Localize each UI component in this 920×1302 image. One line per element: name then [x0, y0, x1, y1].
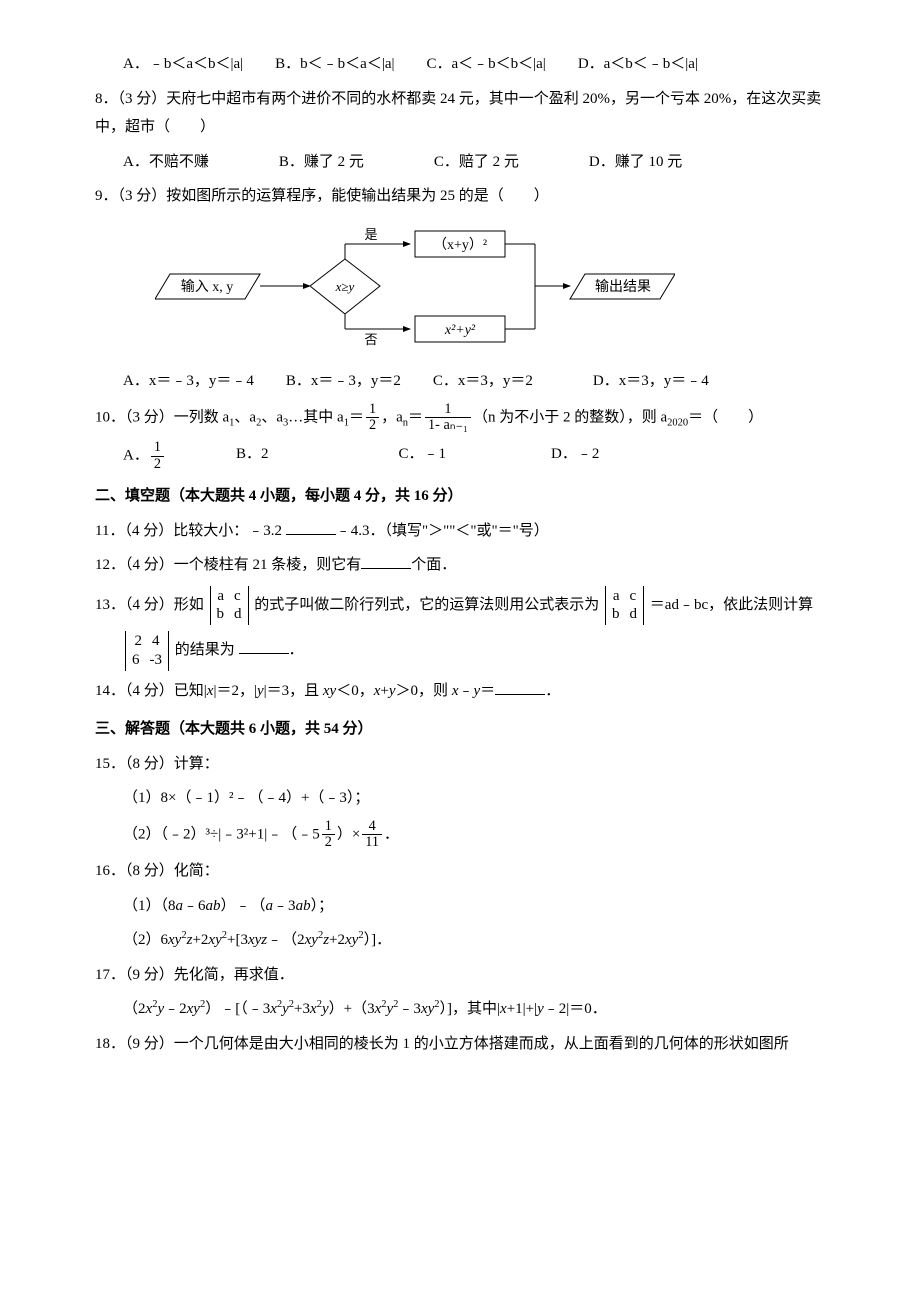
q15-p2-frac2: 411: [362, 819, 382, 851]
q10-t6: （n 为不小于 2 的整数），则 a: [473, 409, 667, 425]
q9-opt-d: D．x＝3，y＝﹣4: [593, 367, 709, 396]
q9-opt-c: C．x＝3，y＝2: [433, 367, 533, 396]
q10-frac1: 12: [366, 402, 379, 434]
q13-blank: [239, 639, 289, 654]
flow-cond-label: x≥y: [335, 279, 355, 294]
q10-t1: 10．（3 分）一列数 a: [95, 409, 229, 425]
q9-stem: 9．（3 分）按如图所示的运算程序，能使输出结果为 25 的是（ ）: [95, 182, 840, 211]
q15-p2-frac1: 12: [322, 819, 335, 851]
q10-t7: ＝（ ）: [688, 409, 763, 425]
q7-opt-a: A．﹣b＜a＜b＜|a|: [123, 50, 243, 79]
q9-options: A．x＝﹣3，y＝﹣4 B．x＝﹣3，y＝2 C．x＝3，y＝2 D．x＝3，y…: [123, 367, 840, 396]
q10-frac2-n: 1: [425, 402, 471, 419]
q13: 13．（4 分）形如 ac bd 的式子叫做二阶行列式，它的运算法则用公式表示为…: [95, 586, 840, 626]
d1-00: a: [217, 587, 224, 606]
q7-opt-b: B．b＜﹣b＜a＜|a|: [275, 50, 394, 79]
q13-mid2: ＝ad﹣bc，依此法则计算: [650, 597, 813, 613]
q15-p2: （2）（﹣2）³÷|﹣3²+1|﹣（﹣512）×411．: [123, 819, 840, 851]
q10-frac1-d: 2: [366, 418, 379, 434]
q16-stem: 16．（8 分）化简：: [95, 857, 840, 886]
q8-opt-b: B．赚了 2 元: [279, 148, 364, 177]
d3-01: 4: [152, 632, 160, 651]
f2n: 4: [362, 819, 382, 836]
q11-blank: [286, 520, 336, 535]
q15-p2-mid: ）×: [337, 826, 360, 842]
q13-det2: ac bd: [605, 586, 644, 626]
q10-t3: 、a: [261, 409, 283, 425]
q15-p1: （1）8×（﹣1）²﹣（﹣4）+（﹣3）；: [123, 784, 840, 813]
d3-10: 6: [132, 651, 140, 670]
q10-opt-a-pre: A．: [123, 447, 149, 463]
q11: 11．（4 分）比较大小：﹣3.2 ﹣4.3．（填写"＞""＜"或"＝"号）: [95, 517, 840, 546]
q8-opt-c: C．赔了 2 元: [434, 148, 519, 177]
q12-blank: [361, 554, 411, 569]
q10-sub2020: 2020: [667, 417, 688, 428]
q10-stem: 10．（3 分）一列数 a1、a2、a3…其中 a1＝12，an＝11- aₙ₋…: [95, 402, 840, 434]
d1-10: b: [217, 605, 225, 624]
q14-blank: [495, 680, 545, 695]
q10-t2: 、a: [234, 409, 256, 425]
q8-opt-d: D．赚了 10 元: [589, 148, 682, 177]
section-3-head: 三、解答题（本大题共 6 小题，共 54 分）: [95, 715, 840, 744]
q13-line2: 24 6-3 的结果为 ．: [123, 631, 840, 671]
flow-yes-label: 是: [364, 227, 377, 242]
d2-10: b: [612, 605, 620, 624]
q10-opt-a: A．12: [123, 440, 166, 472]
q17-body: （2x2y﹣2xy2）﹣[（﹣3x2y2+3x2y）+（3x2y2﹣3xy2）]…: [123, 995, 840, 1024]
q10-frac1-n: 1: [366, 402, 379, 419]
flow-no-label: 否: [364, 332, 377, 347]
q8-options: A．不赔不赚 B．赚了 2 元 C．赔了 2 元 D．赚了 10 元: [123, 148, 840, 177]
q9-opt-b: B．x＝﹣3，y＝2: [286, 367, 401, 396]
q9-opt-a: A．x＝﹣3，y＝﹣4: [123, 367, 254, 396]
d1-11: d: [234, 605, 242, 624]
q9-flowchart: 输入 x, y x≥y 是 （x+y）² 否 x²+y² 输出结果: [155, 219, 840, 360]
q10-eq2: ＝: [408, 409, 423, 425]
q13-pre: 13．（4 分）形如: [95, 597, 204, 613]
q15-stem: 15．（8 分）计算：: [95, 750, 840, 779]
d3-11: -3: [150, 651, 163, 670]
q14: 14．（4 分）已知|x|＝2，|y|＝3，且 xy＜0，x+y＞0，则 x﹣y…: [95, 677, 840, 706]
q7-opt-d: D．a＜b＜﹣b＜|a|: [578, 50, 698, 79]
q7-opt-c: C．a＜﹣b＜b＜|a|: [426, 50, 545, 79]
flow-output-label: 输出结果: [595, 279, 651, 295]
q18: 18．（9 分）一个几何体是由大小相同的棱长为 1 的小立方体搭建而成，从上面看…: [95, 1030, 840, 1059]
d2-00: a: [613, 587, 620, 606]
q10-opt-a-frac: 12: [151, 440, 164, 472]
q8-stem-text: 8．（3 分）天府七中超市有两个进价不同的水杯都卖 24 元，其中一个盈利 20…: [95, 91, 821, 136]
flow-input-label: 输入 x, y: [181, 279, 234, 295]
q7-options: A．﹣b＜a＜b＜|a| B．b＜﹣b＜a＜|a| C．a＜﹣b＜b＜|a| D…: [123, 50, 840, 79]
q10-frac2-d: 1- aₙ₋₁: [425, 418, 471, 434]
q17-stem: 17．（9 分）先化简，再求值．: [95, 961, 840, 990]
flow-top-box: （x+y）²: [433, 237, 487, 253]
d2-01: c: [630, 587, 637, 606]
q15-p2-pre: （2）（﹣2）³÷|﹣3²+1|﹣（﹣5: [123, 826, 320, 842]
q15-p2-tail: ．: [384, 826, 399, 842]
q10-options: A．12 B．2 C．﹣1 D．﹣2: [123, 440, 840, 472]
q12: 12．（4 分）一个棱柱有 21 条棱，则它有个面．: [95, 551, 840, 580]
q10-opt-b: B．2: [236, 440, 269, 472]
q13-mid1: 的式子叫做二阶行列式，它的运算法则用公式表示为: [254, 597, 599, 613]
q16-p2: （2）6xy2z+2xy2+[3xyz﹣（2xy2z+2xy2）]．: [123, 926, 840, 955]
q13-det3: 24 6 -3: [125, 631, 169, 671]
f1n: 1: [322, 819, 335, 836]
q10-a-n: 1: [151, 440, 164, 457]
q8-stem: 8．（3 分）天府七中超市有两个进价不同的水杯都卖 24 元，其中一个盈利 20…: [95, 85, 840, 142]
q10-opt-d: D．﹣2: [551, 440, 599, 472]
d3-00: 2: [135, 632, 143, 651]
q10-a-d: 2: [151, 457, 164, 473]
d1-01: c: [234, 587, 241, 606]
q16-p1: （1）（8a﹣6ab）﹣（a﹣3ab）；: [123, 892, 840, 921]
section-2-head: 二、填空题（本大题共 4 小题，每小题 4 分，共 16 分）: [95, 482, 840, 511]
q10-opt-c: C．﹣1: [398, 440, 446, 472]
q10-t5: ，a: [381, 409, 403, 425]
q10-frac2: 11- aₙ₋₁: [425, 402, 471, 434]
q10-t4: …其中 a: [288, 409, 343, 425]
f1d: 2: [322, 835, 335, 851]
q10-eq1: ＝: [349, 409, 364, 425]
flow-bot-box: x²+y²: [444, 323, 476, 338]
f2d: 11: [362, 835, 382, 851]
q8-opt-a: A．不赔不赚: [123, 148, 209, 177]
q13-det1: ac bd: [210, 586, 249, 626]
d2-11: d: [630, 605, 638, 624]
